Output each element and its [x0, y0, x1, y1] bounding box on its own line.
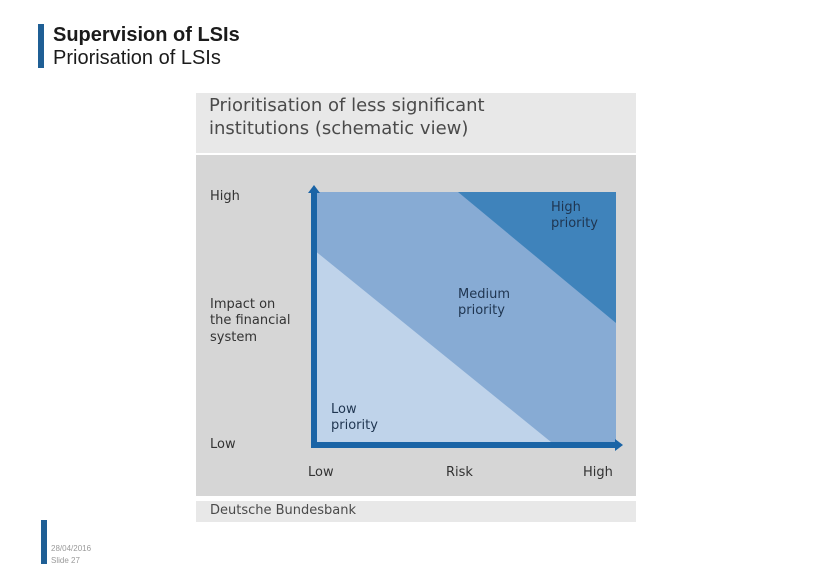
low-priority-zone [314, 250, 551, 442]
y-axis-title-line1: Impact on [210, 297, 276, 312]
low-priority-label-line1: Low [331, 402, 357, 417]
source-footer [196, 501, 636, 522]
figure-heading-line1: Prioritisation of less significant [209, 95, 485, 116]
x-axis-arrow [615, 439, 623, 451]
high-priority-zone [458, 192, 616, 323]
title-accent-bar [38, 24, 44, 68]
high-priority-label-line2: priority [551, 216, 598, 231]
x-axis-title: Risk [446, 465, 473, 480]
y-axis-title-line3: system [210, 330, 257, 345]
slide-subtitle: Priorisation of LSIs [53, 47, 221, 69]
priority-diagram [308, 185, 623, 451]
figure-heading-line2: institutions (schematic view) [209, 118, 469, 139]
source-text: Deutsche Bundesbank [210, 503, 357, 518]
y-axis-high-label: High [210, 189, 240, 204]
medium-priority-label-line1: Medium [458, 287, 510, 302]
medium-priority-label-line2: priority [458, 303, 505, 318]
slide-number: Slide 27 [51, 556, 80, 565]
y-axis-arrow [308, 185, 320, 193]
low-priority-label-line2: priority [331, 418, 378, 433]
slide-title: Supervision of LSIs [53, 24, 240, 46]
y-axis-title-line2: the financial [210, 313, 291, 328]
high-priority-label-line1: High [551, 200, 581, 215]
x-axis-low-label: Low [308, 465, 334, 480]
figure-header [196, 93, 636, 153]
y-axis-low-label: Low [210, 437, 236, 452]
x-axis-high-label: High [583, 465, 613, 480]
slide-date: 28/04/2016 [51, 544, 92, 553]
footer-accent-bar [41, 520, 47, 564]
